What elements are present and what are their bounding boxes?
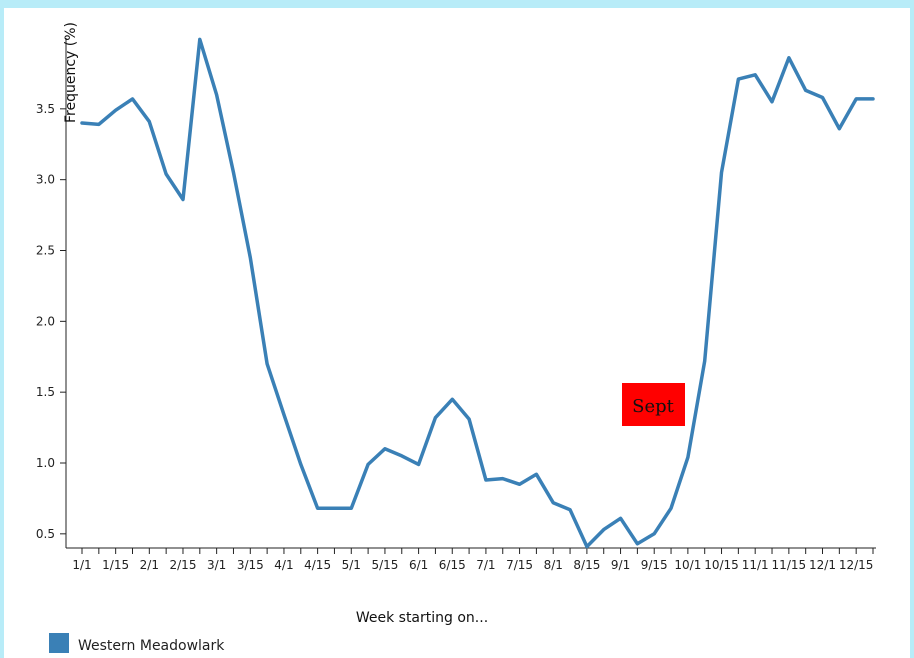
y-tick-label: 1.5 (36, 385, 55, 399)
y-tick-label: 2.5 (36, 244, 55, 258)
legend: Western Meadowlark (49, 633, 225, 654)
x-tick-label: 10/15 (704, 558, 739, 572)
x-tick-label: 11/1 (742, 558, 769, 572)
y-tick-label: 3.0 (36, 173, 55, 187)
x-tick-labels: 1/1 1/15 2/1 2/15 3/1 3/15 4/1 4/15 5/1 5/15 6/1 6/… (72, 558, 873, 572)
x-tick-label: 3/15 (237, 558, 264, 572)
y-tick-labels: 0.5 1.0 1.5 2.0 2.5 3.0 3.5 (36, 102, 55, 541)
legend-label: Western Meadowlark (78, 638, 225, 654)
x-tick-label: 5/1 (342, 558, 361, 572)
x-tick-label: 8/1 (544, 558, 563, 572)
x-tick-label: 6/15 (439, 558, 466, 572)
y-axis-title: Frequency (%) (63, 22, 79, 123)
y-tick-label: 0.5 (36, 527, 55, 541)
x-tick-label: 7/1 (476, 558, 495, 572)
x-tick-label: 5/15 (371, 558, 398, 572)
x-tick-label: 12/15 (839, 558, 874, 572)
x-tick-label: 4/1 (274, 558, 293, 572)
line-chart: 0.5 1.0 1.5 2.0 2.5 3.0 3.5 1/1 1/15 2/1 2/15 3/1 3… (36, 22, 876, 654)
x-tick-label: 9/15 (641, 558, 668, 572)
y-tick-label: 1.0 (36, 456, 55, 470)
x-axis-title: Week starting on... (356, 610, 488, 626)
annotation-text: Sept (632, 396, 675, 417)
x-tick-label: 1/15 (102, 558, 129, 572)
x-tick-label: 7/15 (506, 558, 533, 572)
x-tick-label: 1/1 (72, 558, 91, 572)
x-tick-label: 2/1 (140, 558, 159, 572)
x-tick-label: 6/1 (409, 558, 428, 572)
annotation-background (622, 383, 685, 426)
x-tick-label: 12/1 (809, 558, 836, 572)
y-tick-label: 3.5 (36, 102, 55, 116)
x-tick-label: 4/15 (304, 558, 331, 572)
series-line-western-meadowlark (80, 37, 875, 549)
annotation-box: Sept (622, 383, 685, 426)
x-tick-label: 9/1 (611, 558, 630, 572)
y-tick-label: 2.0 (36, 314, 55, 328)
x-tick-label: 10/1 (674, 558, 701, 572)
legend-swatch (49, 633, 69, 653)
x-tick-label: 11/15 (772, 558, 807, 572)
x-tick-label: 3/1 (207, 558, 226, 572)
axis-ticks (60, 108, 874, 554)
x-tick-label: 8/15 (573, 558, 600, 572)
x-tick-label: 2/15 (170, 558, 197, 572)
chart-frame: 0.5 1.0 1.5 2.0 2.5 3.0 3.5 1/1 1/15 2/1 2/15 3/1 3… (4, 8, 910, 658)
